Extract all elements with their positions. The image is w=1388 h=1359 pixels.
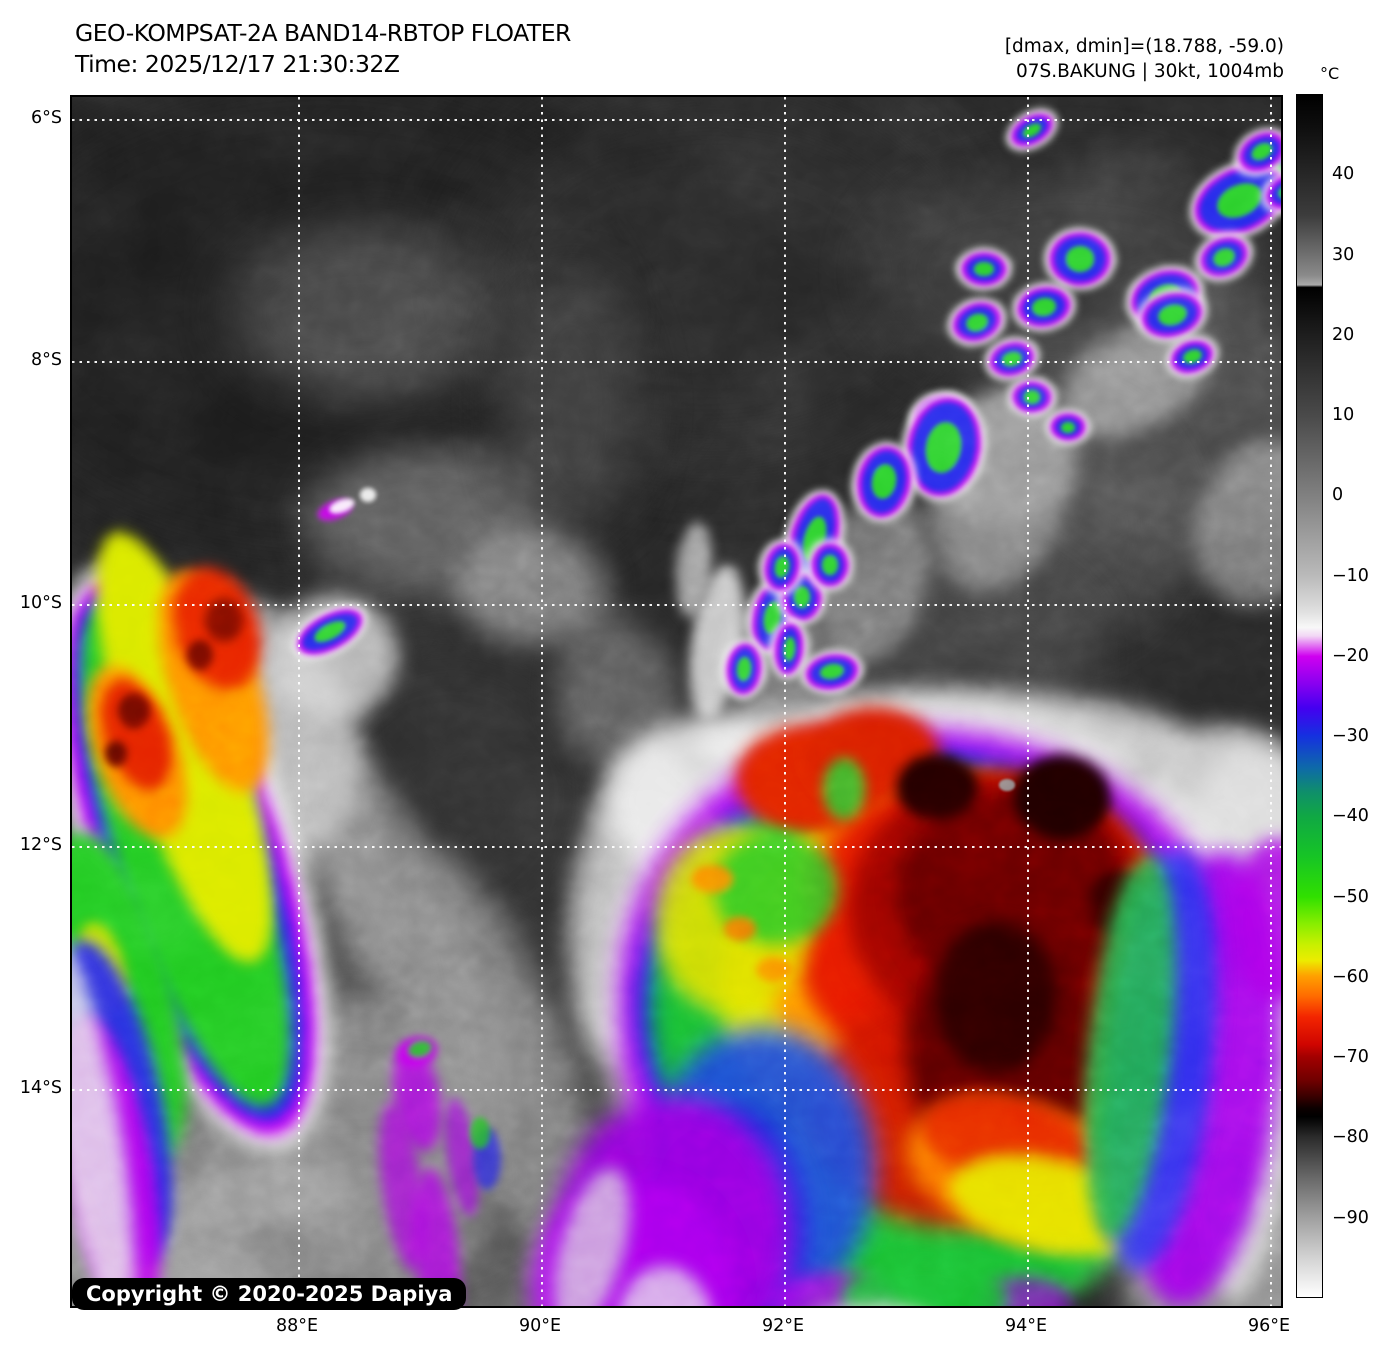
scene-blob <box>187 640 213 670</box>
colorbar-tick-label: −50 <box>1332 886 1369 907</box>
scene-blob <box>1060 421 1076 433</box>
colorbar-tick-label: 30 <box>1332 244 1355 265</box>
scene-blob <box>823 758 865 820</box>
scene-blob <box>974 261 994 277</box>
scene-blob <box>801 1304 947 1306</box>
satellite-map-canvas <box>70 95 1283 1308</box>
scene-blob <box>470 1117 490 1149</box>
scene-blob <box>691 865 733 893</box>
lat-label: 6°S <box>31 108 62 128</box>
scene-blob <box>1013 754 1111 840</box>
gridline-longitude <box>1027 97 1029 1306</box>
lon-label: 92°E <box>761 1316 805 1336</box>
colorbar-tick-label: −90 <box>1332 1207 1369 1228</box>
colorbar-tick-label: −40 <box>1332 806 1369 827</box>
copyright-watermark: Copyright © 2020-2025 Dapiya <box>72 1278 467 1310</box>
satellite-scene <box>72 97 1281 1306</box>
storm-id-intensity: 07S.BAKUNG | 30kt, 1004mb <box>1016 61 1284 82</box>
colorbar-tick-label: 40 <box>1332 164 1355 185</box>
lon-label: 94°E <box>1004 1316 1048 1336</box>
scene-blob <box>360 488 376 502</box>
colorbar-gradient <box>1297 95 1322 1297</box>
scene-blob <box>227 227 497 397</box>
colorbar-tick-label: 0 <box>1332 485 1344 506</box>
lon-label: 96°E <box>1247 1316 1291 1336</box>
colorbar-tick-label: −10 <box>1332 565 1369 586</box>
gridline-latitude <box>72 119 1281 121</box>
scene-blob <box>502 277 642 537</box>
scene-blob <box>935 921 1057 1073</box>
dmax-dmin-readout: [dmax, dmin]=(18.788, -59.0) <box>1004 36 1284 57</box>
lat-label: 8°S <box>31 350 62 370</box>
gridline-latitude <box>72 604 1281 606</box>
timestamp-line: Time: 2025/12/17 21:30:32Z <box>75 50 400 78</box>
colorbar-tick-label: −20 <box>1332 645 1369 666</box>
product-title: GEO-KOMPSAT-2A BAND14-RBTOP FLOATER <box>75 19 571 47</box>
scene-blob <box>756 956 792 982</box>
colorbar-tick-label: 10 <box>1332 405 1355 426</box>
lon-label: 90°E <box>518 1316 562 1336</box>
temperature-colorbar <box>1296 94 1323 1298</box>
scene-blob <box>793 586 811 608</box>
scene-blob <box>118 693 150 729</box>
lon-label: 88°E <box>275 1316 319 1336</box>
scene-blob <box>105 741 127 767</box>
gridline-longitude <box>541 97 543 1306</box>
gridline-latitude <box>72 846 1281 848</box>
scene-blob <box>724 917 756 941</box>
lat-label: 10°S <box>19 593 62 613</box>
colorbar-tick-label: −30 <box>1332 726 1369 747</box>
gridline-longitude <box>298 97 300 1306</box>
colorbar-tick-label: −70 <box>1332 1047 1369 1068</box>
colorbar-tick-label: 20 <box>1332 324 1355 345</box>
scene-blob <box>999 779 1015 791</box>
scene-blob <box>822 555 838 575</box>
gridline-longitude <box>1270 97 1272 1306</box>
scene-blob <box>896 753 978 821</box>
gridline-latitude <box>72 361 1281 363</box>
colorbar-tick-label: −60 <box>1332 966 1369 987</box>
scene-blob <box>1065 246 1095 272</box>
colorbar-unit-label: °C <box>1320 64 1340 83</box>
gridline-latitude <box>72 1089 1281 1091</box>
lat-label: 14°S <box>19 1078 62 1098</box>
lat-label: 12°S <box>19 835 62 855</box>
gridline-longitude <box>784 97 786 1306</box>
colorbar-tick-label: −80 <box>1332 1127 1369 1148</box>
